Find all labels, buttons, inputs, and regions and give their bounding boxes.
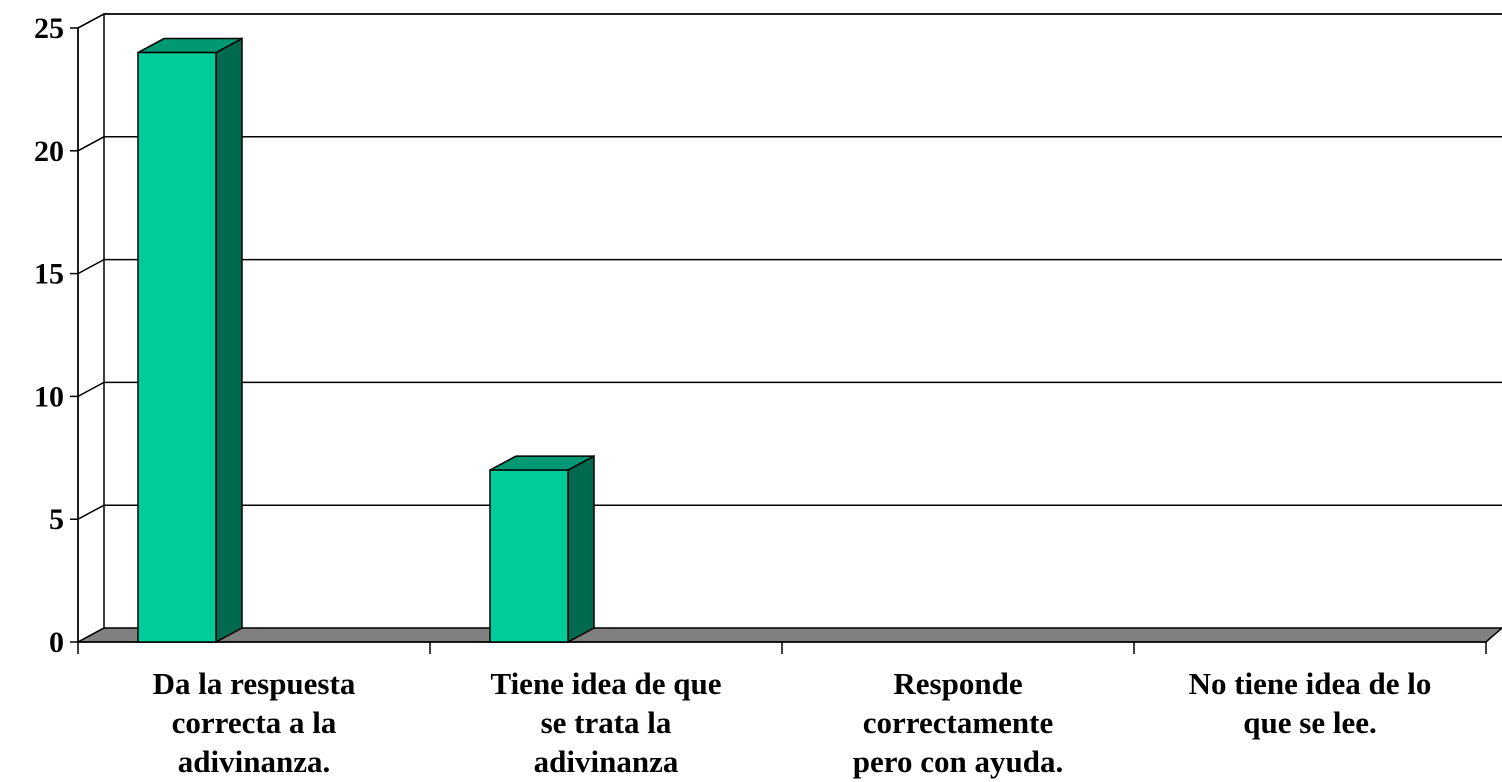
bars: [137, 37, 595, 644]
x-category-label-line: Tiene idea de que: [490, 666, 721, 701]
axes: [70, 27, 1487, 654]
chart-floor: [77, 627, 1502, 643]
y-tick-label: 5: [49, 503, 64, 536]
bar: [137, 37, 243, 644]
x-category-label-line: adivinanza.: [178, 744, 330, 779]
x-category-label: Da la respuesta correcta a la adivinanza.: [153, 666, 356, 779]
bar: [489, 454, 595, 644]
y-tick-label: 25: [34, 12, 64, 45]
bar-side-face: [215, 37, 243, 644]
x-axis-category-labels: Da la respuesta correcta a la adivinanza. T…: [153, 666, 1432, 779]
y-tick-label: 10: [34, 380, 64, 413]
bar-side-face: [567, 454, 595, 644]
y-axis-tick-labels: 0 5 10 15 20 25: [34, 12, 64, 659]
gridline: [77, 13, 1502, 29]
bar-front-face: [137, 51, 217, 643]
gridline: [77, 504, 1502, 520]
floor-plane: [77, 627, 1502, 643]
bar-front-face: [489, 469, 569, 643]
gridline: [77, 258, 1502, 275]
x-category-label-line: correctamente: [863, 705, 1053, 740]
chart-walls: [77, 12, 1502, 644]
x-category-label: Responde correctamente pero con ayuda.: [853, 666, 1063, 779]
y-tick-label: 15: [34, 258, 64, 291]
x-category-label-line: se trata la: [541, 705, 672, 740]
y-tick-label: 0: [49, 626, 64, 659]
left-wall: [77, 12, 105, 644]
x-category-label-line: adivinanza: [534, 744, 679, 779]
x-category-label-line: que se lee.: [1243, 705, 1376, 740]
gridlines: [77, 13, 1502, 520]
x-category-label-line: No tiene idea de lo: [1189, 666, 1432, 701]
y-tick-label: 20: [34, 135, 64, 168]
x-category-label-line: correcta a la: [172, 705, 337, 740]
x-category-label-line: Responde: [893, 666, 1022, 701]
x-category-label: No tiene idea de lo que se lee.: [1189, 666, 1432, 740]
x-category-label-line: Da la respuesta: [153, 666, 356, 701]
gridline: [77, 381, 1502, 398]
gridline: [77, 136, 1502, 152]
x-category-label: Tiene idea de que se trata la adivinanza: [490, 666, 721, 779]
x-category-label-line: pero con ayuda.: [853, 744, 1063, 779]
